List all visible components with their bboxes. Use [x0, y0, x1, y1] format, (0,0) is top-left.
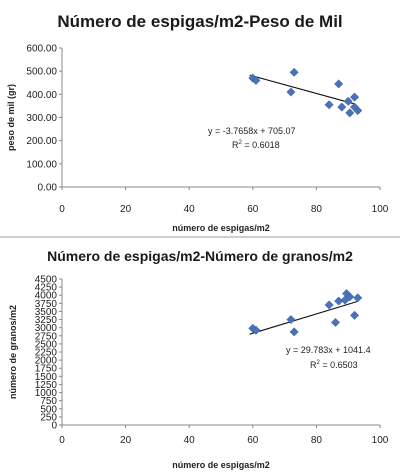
x-tick-label: 40: [184, 435, 196, 446]
chart-numero-de-granos: Número de espigas/m2-Número de granos/m2…: [0, 238, 400, 476]
y-tick-label: 200.00: [26, 136, 57, 147]
chart-divider: [0, 236, 400, 238]
y-tick-label: 300.00: [26, 113, 57, 124]
data-point: [350, 92, 360, 102]
data-point: [343, 96, 353, 106]
y-tick-label: 3500: [35, 307, 58, 318]
y-tick-label: 2500: [35, 339, 58, 350]
data-point: [334, 79, 344, 89]
x-axis-title: número de espigas/m2: [172, 223, 270, 233]
y-tick-label: 2000: [35, 356, 58, 367]
y-tick-label: 400.00: [26, 90, 57, 101]
x-tick-label: 80: [311, 435, 323, 446]
data-point: [286, 315, 296, 325]
y-tick-label: 1000: [35, 388, 58, 399]
data-point: [251, 75, 261, 85]
data-point: [289, 327, 299, 337]
data-point: [324, 100, 334, 110]
y-tick-label: 100.00: [26, 159, 57, 170]
data-point: [350, 310, 360, 320]
y-axis-title: peso de mil (gr): [6, 84, 16, 151]
y-tick-label: 4250: [35, 283, 58, 294]
chart-2-svg: Número de espigas/m2-Número de granos/m2…: [8, 248, 389, 470]
y-tick-label: 0.00: [38, 183, 58, 194]
r-squared-label: R2 = 0.6503: [310, 360, 358, 370]
y-tick-label: 2250: [35, 348, 58, 359]
x-tick-label: 60: [247, 204, 259, 215]
x-tick-label: 100: [372, 435, 389, 446]
chart-title: Número de espigas/m2-Número de granos/m2: [47, 248, 353, 264]
x-tick-label: 40: [184, 204, 196, 215]
x-tick-label: 0: [59, 204, 65, 215]
y-tick-label: 3750: [35, 299, 58, 310]
data-point: [330, 317, 341, 328]
data-point: [324, 300, 334, 310]
y-tick-label: 600.00: [26, 44, 57, 55]
y-tick-label: 1250: [35, 380, 58, 391]
chart-title: Número de espigas/m2-Peso de Mil: [57, 12, 342, 31]
data-point: [337, 102, 347, 112]
data-point: [353, 105, 363, 116]
trendline-equation: y = -3.7658x + 705.07: [208, 126, 296, 136]
trendline-equation: y = 29.783x + 1041.4: [286, 345, 371, 355]
x-tick-label: 20: [120, 435, 132, 446]
x-axis-title: número de espigas/m2: [172, 460, 270, 470]
y-tick-label: 4000: [35, 291, 58, 302]
y-tick-label: 4500: [35, 275, 58, 286]
data-point: [345, 108, 355, 118]
trendline: [249, 74, 355, 105]
chart-peso-de-mil: Número de espigas/m2-Peso de Mil 0.00 100.…: [0, 0, 400, 236]
x-tick-label: 60: [247, 435, 259, 446]
x-tick-label: 100: [372, 204, 389, 215]
y-tick-label: 2750: [35, 331, 58, 342]
y-tick-label: 0: [51, 421, 57, 432]
y-tick-label: 500.00: [26, 67, 57, 78]
y-tick-label: 1500: [35, 372, 58, 383]
data-point: [251, 325, 261, 335]
y-tick-label: 1750: [35, 364, 58, 375]
trendline: [249, 300, 358, 335]
r-squared-label: R2 = 0.6018: [232, 140, 280, 150]
y-tick-label: 500: [40, 404, 57, 415]
data-point: [289, 67, 299, 77]
x-tick-label: 80: [311, 204, 323, 215]
y-axis-title: número de granos/m2: [8, 305, 18, 399]
y-tick-label: 3000: [35, 323, 58, 334]
data-point: [345, 292, 355, 302]
y-tick-label: 3250: [35, 315, 58, 326]
x-tick-label: 0: [59, 435, 65, 446]
x-tick-label: 20: [120, 204, 132, 215]
data-point: [286, 87, 296, 97]
chart-1-svg: Número de espigas/m2-Peso de Mil 0.00 100.…: [6, 12, 389, 233]
y-tick-label: 250: [40, 412, 57, 423]
data-point: [353, 293, 363, 303]
y-tick-label: 750: [40, 396, 57, 407]
